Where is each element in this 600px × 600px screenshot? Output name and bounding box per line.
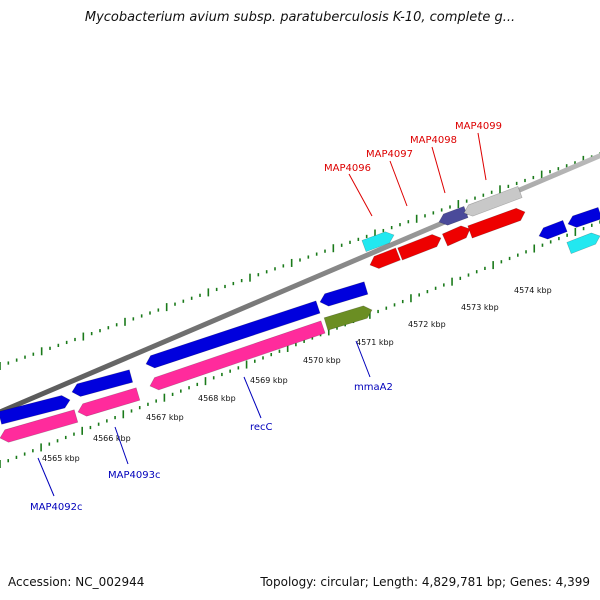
gene-label-leader xyxy=(431,146,446,194)
tick-label: 4568 kbp xyxy=(198,394,236,403)
feature-arrow-blue xyxy=(71,369,134,397)
tick-label: 4571 kbp xyxy=(356,338,394,347)
accession-label: Accession: NC_002944 xyxy=(8,575,145,589)
feature-arrow-red xyxy=(441,225,471,247)
feature-arrow-blue xyxy=(567,206,600,228)
gene-label-leader xyxy=(37,457,55,497)
feature-arrow-red xyxy=(397,234,442,261)
tick-labels: 4565 kbp 4566 kbp 4567 kbp 4568 kbp 4569 kbp… xyxy=(42,286,552,463)
tick-label: 4574 kbp xyxy=(514,286,552,295)
feature-arrow-blue xyxy=(319,281,369,307)
gene-label-leader xyxy=(114,426,129,465)
gene-label: MAP4096 xyxy=(324,163,371,174)
feature-arrow-red xyxy=(467,207,526,239)
feature-arrow-red xyxy=(369,247,401,269)
feature-arrow-cyan xyxy=(566,232,600,254)
feature-arrow-pink xyxy=(0,409,79,443)
gene-label: recC xyxy=(250,422,273,433)
feature-arrow-pink xyxy=(149,320,326,391)
tick-label: 4565 kbp xyxy=(42,454,80,463)
tick-label: 4569 kbp xyxy=(250,376,288,385)
feature-arrow-slate xyxy=(438,205,469,226)
gene-label: MAP4097 xyxy=(366,149,413,160)
gene-label: MAP4098 xyxy=(410,135,457,146)
ticks-upper xyxy=(0,152,600,370)
map-title: Mycobacterium avium subsp. paratuberculo… xyxy=(84,10,516,25)
genome-summary: Topology: circular; Length: 4,829,781 bp… xyxy=(260,575,590,589)
tick-label: 4572 kbp xyxy=(408,320,446,329)
gene-label-leader xyxy=(389,160,408,207)
gene-label: mmaA2 xyxy=(354,382,393,393)
tick-label: 4566 kbp xyxy=(93,434,131,443)
features xyxy=(0,185,600,443)
tick-label: 4570 kbp xyxy=(303,356,341,365)
feature-arrow-blue xyxy=(145,300,321,369)
gene-label-leader xyxy=(355,340,371,378)
feature-arrow-blue xyxy=(538,220,568,240)
gene-label-leader xyxy=(348,173,373,217)
gene-label: MAP4093c xyxy=(108,470,160,481)
feature-arrow-cyan xyxy=(361,231,395,253)
ticks-lower xyxy=(0,220,600,468)
gene-label: MAP4092c xyxy=(30,502,82,513)
gene-label-leader xyxy=(243,376,262,419)
feature-arrow-pink xyxy=(77,387,141,417)
tick-label: 4573 kbp xyxy=(461,303,499,312)
gene-labels: MAP4092c MAP4093c recC mmaA2 MAP4096 MAP4097 M… xyxy=(30,121,502,513)
feature-arrow-blue xyxy=(0,395,71,425)
feature-arrow-olive xyxy=(323,305,373,331)
tick-label: 4567 kbp xyxy=(146,413,184,422)
gene-label: MAP4099 xyxy=(455,121,502,132)
feature-arrow-gray xyxy=(463,185,523,217)
gene-label-leader xyxy=(477,132,487,181)
